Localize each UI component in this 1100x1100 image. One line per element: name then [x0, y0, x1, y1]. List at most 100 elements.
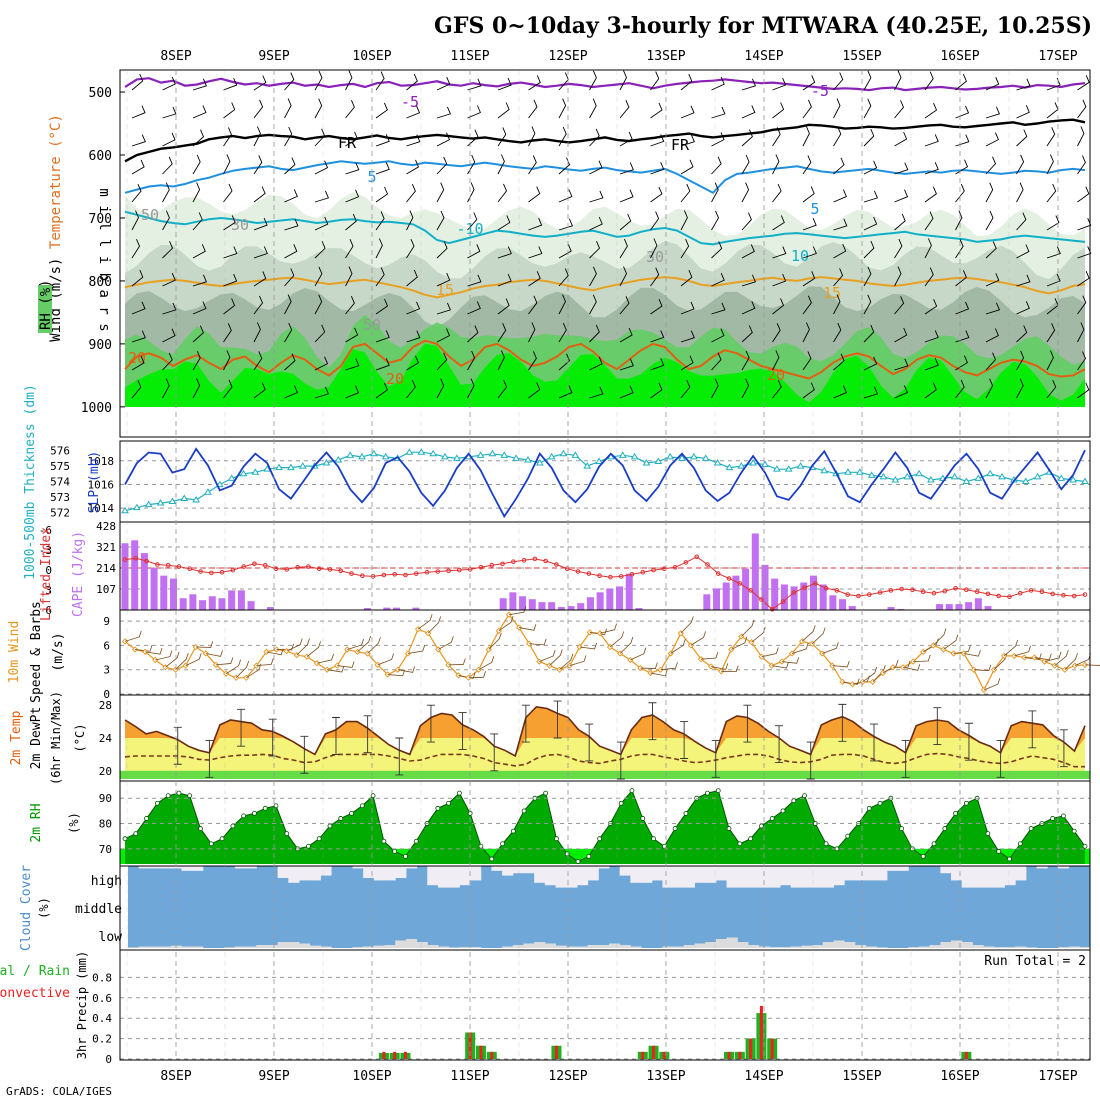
wind-barb: [558, 126, 567, 147]
cloud-low-clear: [983, 946, 995, 948]
cloud-low-clear: [363, 946, 375, 948]
wind-barb: [223, 246, 238, 259]
cloud-low-clear: [822, 942, 834, 948]
date-label-bottom: 14SEP: [744, 1069, 783, 1084]
wind-barb: [711, 302, 726, 315]
lifted-index-point: [618, 574, 624, 579]
minmax-errorbar: [870, 723, 879, 762]
lifted-index-point: [230, 567, 236, 573]
thickness-marker: [535, 459, 544, 466]
rh-legend-swatch: [38, 285, 52, 333]
wind-barb: [253, 382, 266, 399]
cloud-low-clear: [149, 946, 161, 948]
cloud-low-clear: [224, 947, 236, 948]
wind-tick: 9: [103, 615, 110, 628]
surface-wind-barb: [700, 651, 719, 660]
wind-barb: [131, 355, 145, 371]
minmax-errorbar: [933, 707, 942, 746]
lifted-index-point: [996, 593, 1002, 599]
precip-tick: 0.2: [92, 1033, 112, 1046]
wind-barb: [528, 126, 536, 147]
cape-bar: [577, 603, 585, 610]
precip-convective-bar: [738, 1051, 742, 1059]
cloud-high-clear: [544, 866, 557, 886]
lifted-index-point: [1028, 588, 1034, 593]
date-label-top: 8SEP: [160, 49, 191, 64]
wind-barb: [924, 358, 939, 371]
cloud-high-clear: [865, 866, 877, 881]
slp-tick: 1014: [88, 502, 115, 515]
lifted-index-point: [478, 565, 484, 570]
lifted-index-point: [381, 572, 387, 578]
wind-barb: [284, 268, 295, 287]
cloud-low-clear: [1079, 947, 1091, 948]
cape-bar: [150, 567, 158, 610]
cloud-low-clear: [576, 946, 589, 948]
wind-barb: [833, 322, 842, 343]
lifted-index-point: [726, 576, 732, 581]
surface-wind-barb: [862, 666, 878, 683]
wind-barb: [711, 352, 722, 371]
wind-barb: [406, 210, 414, 231]
lifted-index-point: [974, 589, 980, 595]
thickness-marker: [844, 468, 852, 475]
surface-wind-barb: [771, 661, 789, 669]
cloud-layer-label: middle: [75, 902, 122, 917]
wind-speed-marker: [253, 662, 260, 669]
cloud-low-clear: [993, 947, 1005, 948]
wind-barb: [802, 322, 810, 343]
minmax-errorbar: [205, 740, 214, 778]
thickness-marker: [441, 452, 449, 460]
wind-barb: [863, 386, 879, 399]
cloud-high-clear: [993, 866, 1005, 888]
cloud-low-clear: [1057, 947, 1070, 948]
lifted-tick: -3: [39, 544, 52, 557]
wind-barb: [192, 350, 201, 371]
cloud-high-clear: [961, 866, 973, 888]
cloud-low-clear: [844, 942, 856, 948]
surface-wind-barb: [256, 658, 274, 667]
wind-barb: [1016, 154, 1025, 175]
wind-ylabel-1: 10m Wind: [7, 621, 22, 684]
rh-point: [122, 836, 128, 842]
surface-wind-barb: [811, 627, 826, 645]
wind-barb: [985, 106, 1001, 119]
surface-wind-barb: [559, 653, 574, 671]
cape-bar: [218, 598, 226, 610]
wind-barb: [680, 73, 693, 91]
surface-wind-barb: [822, 642, 839, 654]
wind-barb: [772, 323, 781, 343]
wind-barb: [741, 182, 750, 203]
thickness-marker: [346, 451, 355, 458]
wind-barb: [528, 271, 541, 287]
wind-barb: [985, 132, 999, 147]
wind-barb: [406, 301, 421, 315]
wind-barb: [162, 156, 173, 175]
lifted-index-point: [306, 564, 311, 569]
lifted-index-point: [165, 562, 171, 568]
wind-barb: [345, 358, 360, 371]
wind-barb: [619, 100, 630, 119]
wind-barb: [497, 350, 505, 371]
wind-barb: [772, 298, 785, 315]
temp-ylabel-3: (6hr Min/Max): [49, 691, 63, 785]
slp-line: [124, 447, 1086, 519]
cloud-high-clear: [801, 866, 813, 888]
wind-barb: [833, 385, 847, 399]
thickness-marker: [298, 462, 307, 469]
rh-point: [1007, 856, 1012, 862]
cloud-low-clear: [694, 943, 706, 948]
wind-barb: [985, 156, 997, 175]
wind-tick: 0: [103, 688, 110, 701]
thickness-marker: [1069, 475, 1078, 483]
wind-barb: [680, 301, 695, 315]
wind-speed-marker: [970, 666, 977, 673]
cloud-low-clear: [683, 945, 696, 948]
cloud-high-clear: [705, 866, 717, 883]
wind-barb: [985, 378, 994, 399]
date-label-top: 17SEP: [1038, 49, 1077, 64]
thickness-marker: [678, 454, 686, 461]
wind-barb: [528, 246, 543, 259]
ylabel-part: [48, 249, 64, 257]
minmax-errorbar: [268, 718, 277, 757]
